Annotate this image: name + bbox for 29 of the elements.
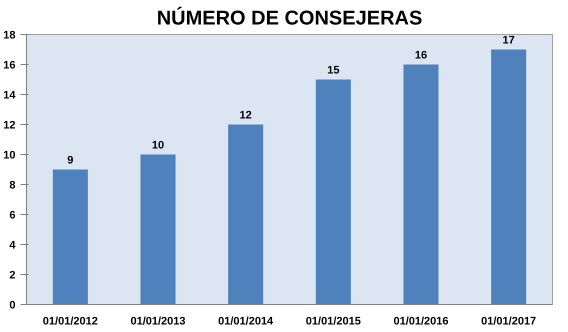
data-label: 15 xyxy=(327,64,340,76)
bar xyxy=(140,154,176,304)
bar xyxy=(403,64,439,304)
data-label: 16 xyxy=(414,50,428,62)
x-tick-label: 01/01/2014 xyxy=(218,316,274,328)
y-tick-label: 18 xyxy=(3,30,16,42)
data-label: 17 xyxy=(502,34,515,46)
y-tick-label: 4 xyxy=(9,240,16,252)
x-tick-label: 01/01/2015 xyxy=(306,316,361,328)
y-tick-label: 16 xyxy=(3,60,16,72)
y-tick-label: 2 xyxy=(9,270,16,282)
chart-title: NÚMERO DE CONSEJERAS xyxy=(156,6,422,30)
y-tick-label: 0 xyxy=(9,300,16,312)
data-label: 12 xyxy=(240,110,252,122)
x-tick-label: 01/01/2016 xyxy=(393,316,449,328)
y-tick-label: 12 xyxy=(3,120,16,132)
x-tick-label: 01/01/2017 xyxy=(481,316,536,328)
y-tick-label: 14 xyxy=(3,90,16,102)
y-tick-label: 6 xyxy=(9,210,16,222)
y-tick-label: 10 xyxy=(3,150,16,162)
data-label: 10 xyxy=(152,140,164,152)
bar xyxy=(228,124,264,304)
bar xyxy=(491,50,526,304)
data-label: 9 xyxy=(67,154,74,166)
x-tick-label: 01/01/2013 xyxy=(130,316,186,328)
bar xyxy=(52,170,88,304)
x-tick-label: 01/01/2012 xyxy=(42,316,98,328)
bar xyxy=(316,80,351,304)
y-tick-label: 8 xyxy=(9,180,16,192)
